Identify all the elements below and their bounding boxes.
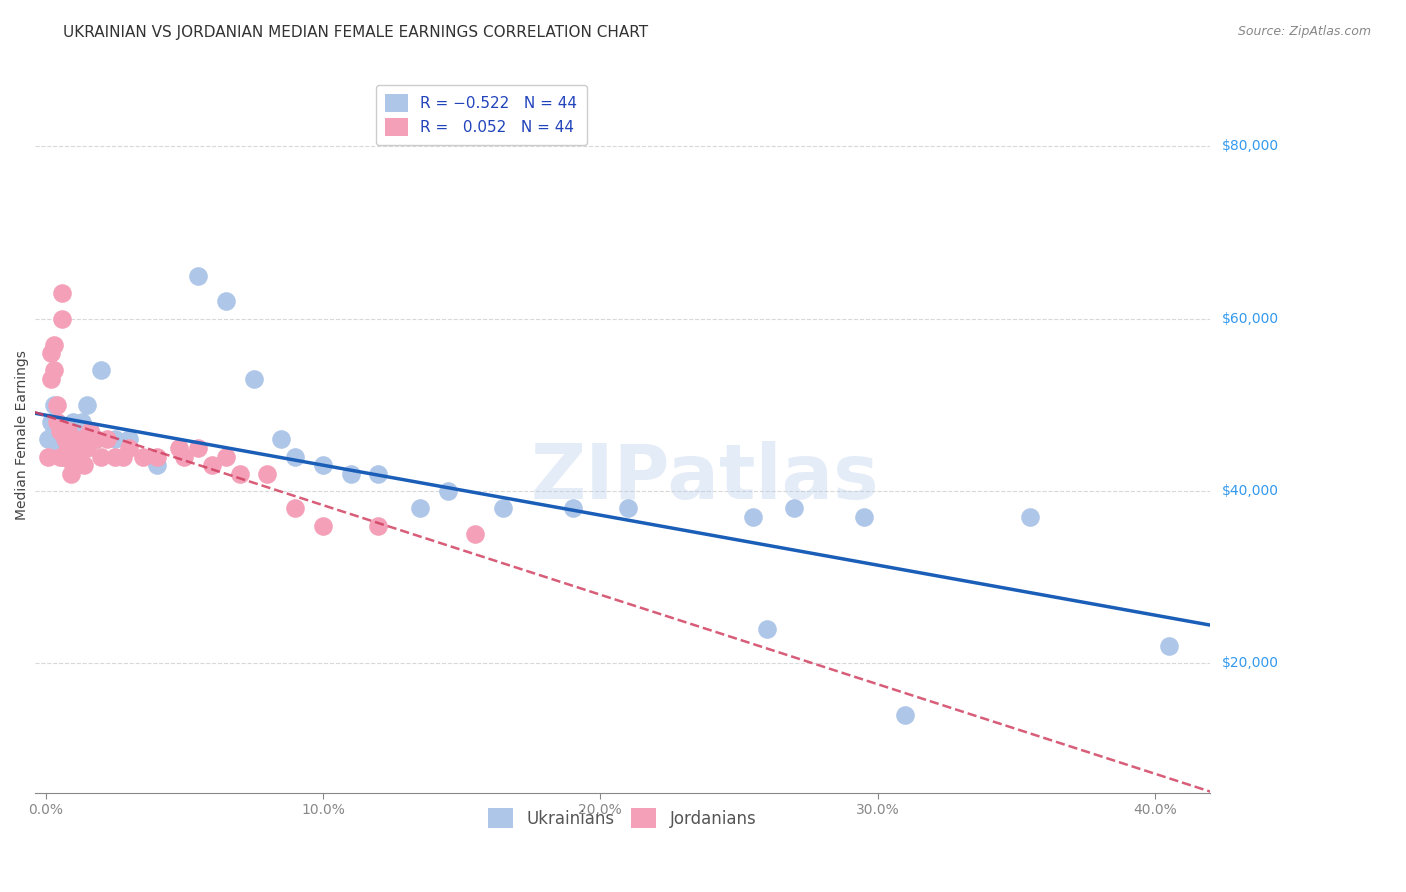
Point [42,363,65,377]
Point [37,433,59,447]
Point [104,433,127,447]
Point [118,433,141,447]
Point [96,433,118,447]
Point [1019,509,1042,524]
Point [45,415,67,429]
Point [53,424,76,438]
Point [284,450,307,464]
Point [367,518,389,533]
Point [59,450,82,464]
Point [39,415,62,429]
Point [409,501,432,516]
Point [312,518,335,533]
Point [561,501,583,516]
Point [48,424,70,438]
Point [73,458,96,473]
Text: $20,000: $20,000 [1222,657,1278,671]
Point [65,424,87,438]
Point [187,268,209,283]
Point [312,458,335,473]
Point [48,424,70,438]
Point [367,467,389,481]
Point [755,622,778,636]
Point [112,450,135,464]
Point [76,441,98,455]
Point [1157,639,1180,653]
Point [215,294,238,309]
Point [617,501,640,516]
Point [59,450,82,464]
Point [70,415,93,429]
Point [67,433,90,447]
Point [42,337,65,351]
Point [256,467,278,481]
Point [229,467,252,481]
Point [53,433,76,447]
Point [187,441,209,455]
Point [464,527,486,541]
Point [62,433,84,447]
Point [131,450,153,464]
Point [70,433,93,447]
Point [79,424,101,438]
Point [56,441,79,455]
Point [145,450,167,464]
Point [39,346,62,360]
Point [53,450,76,464]
Point [39,372,62,386]
Point [62,415,84,429]
Point [339,467,361,481]
Text: Source: ZipAtlas.com: Source: ZipAtlas.com [1237,25,1371,38]
Point [118,441,141,455]
Legend: Ukrainians, Jordanians: Ukrainians, Jordanians [482,802,763,834]
Point [84,433,107,447]
Point [62,458,84,473]
Text: $60,000: $60,000 [1222,311,1278,326]
Point [145,458,167,473]
Point [242,372,264,386]
Point [436,484,458,499]
Point [201,458,224,473]
Point [67,450,90,464]
Point [173,450,195,464]
Point [56,424,79,438]
Point [48,450,70,464]
Point [76,398,98,412]
Point [741,509,763,524]
Text: ZIPatlas: ZIPatlas [530,441,879,515]
Point [894,708,917,723]
Point [65,441,87,455]
Point [48,441,70,455]
Point [53,433,76,447]
Point [56,441,79,455]
Point [45,433,67,447]
Point [284,501,307,516]
Point [492,501,515,516]
Point [104,450,127,464]
Point [51,285,73,300]
Point [167,441,190,455]
Point [45,398,67,412]
Point [84,433,107,447]
Point [37,450,59,464]
Point [215,450,238,464]
Point [51,433,73,447]
Point [59,467,82,481]
Point [62,433,84,447]
Point [783,501,806,516]
Y-axis label: Median Female Earnings: Median Female Earnings [15,350,30,520]
Point [852,509,875,524]
Point [51,450,73,464]
Text: $40,000: $40,000 [1222,484,1278,498]
Text: UKRAINIAN VS JORDANIAN MEDIAN FEMALE EARNINGS CORRELATION CHART: UKRAINIAN VS JORDANIAN MEDIAN FEMALE EAR… [63,25,648,40]
Point [270,433,292,447]
Point [51,311,73,326]
Point [42,424,65,438]
Point [45,415,67,429]
Point [90,450,112,464]
Text: $80,000: $80,000 [1222,139,1278,153]
Point [79,424,101,438]
Point [42,398,65,412]
Point [90,363,112,377]
